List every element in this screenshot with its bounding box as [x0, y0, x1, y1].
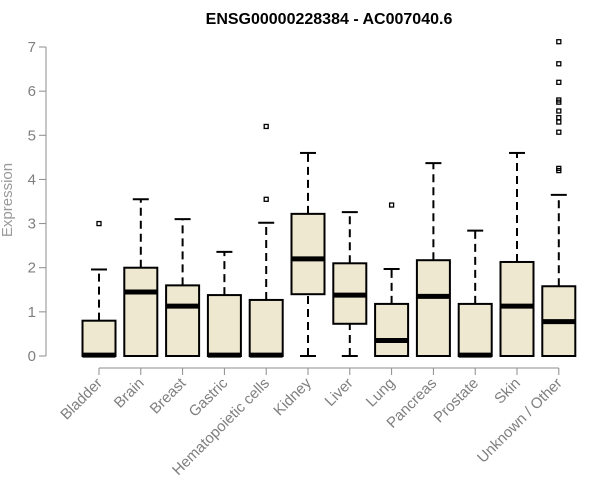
x-tick-label: Prostate [430, 375, 482, 427]
x-tick-label: Bladder [57, 375, 106, 424]
outlier-point [556, 79, 562, 85]
box-7 [374, 202, 410, 358]
box-6 [332, 211, 368, 357]
x-tick-label: Breast [147, 374, 190, 417]
y-axis-label: Expression [0, 163, 16, 237]
iqr-box [123, 266, 159, 358]
x-tick-label: Skin [491, 375, 524, 408]
outlier-point [96, 220, 102, 227]
outlier-point [263, 196, 269, 202]
y-tick-label: 0 [28, 348, 36, 365]
outlier-point [556, 119, 562, 125]
box-4 [248, 123, 284, 358]
x-tick-label: Liver [322, 375, 357, 410]
iqr-box [290, 212, 326, 296]
outlier-point [556, 108, 562, 114]
x-tick-label: Kidney [270, 374, 315, 419]
box-9 [457, 229, 493, 358]
y-tick-label: 2 [28, 260, 36, 277]
outlier-point [556, 114, 562, 121]
y-tick-label: 7 [28, 39, 36, 56]
iqr-box [457, 302, 493, 358]
x-tick-label: Lung [363, 375, 399, 411]
iqr-box [165, 284, 201, 357]
y-tick-label: 1 [28, 304, 36, 321]
iqr-box [248, 298, 284, 357]
y-tick-label: 6 [28, 83, 36, 100]
iqr-box [415, 259, 451, 357]
box-series [81, 39, 577, 358]
x-tick-label: Brain [111, 375, 148, 412]
box-5 [290, 151, 326, 357]
chart-title: ENSG00000228384 - AC007040.6 [206, 11, 453, 28]
box-10 [499, 151, 535, 357]
iqr-box [81, 319, 117, 357]
box-3 [206, 250, 242, 358]
y-tick-label: 4 [28, 171, 36, 188]
box-1 [123, 198, 159, 358]
outlier-point [388, 202, 395, 208]
y-axis: 0 1 2 3 4 5 6 7 [28, 39, 47, 365]
y-tick-label: 5 [28, 127, 36, 144]
outlier-point [556, 39, 562, 45]
box-2 [165, 218, 201, 357]
outlier-point [556, 165, 562, 172]
y-tick-label: 3 [28, 216, 36, 233]
iqr-box [206, 294, 242, 357]
outlier-point [556, 97, 562, 103]
outlier-point [556, 61, 562, 67]
box-11 [541, 39, 577, 357]
outlier-point [263, 123, 269, 130]
box-0 [81, 220, 117, 358]
iqr-box [499, 260, 535, 357]
box-8 [415, 162, 451, 357]
outlier-point [556, 129, 562, 135]
iqr-box [374, 302, 410, 358]
